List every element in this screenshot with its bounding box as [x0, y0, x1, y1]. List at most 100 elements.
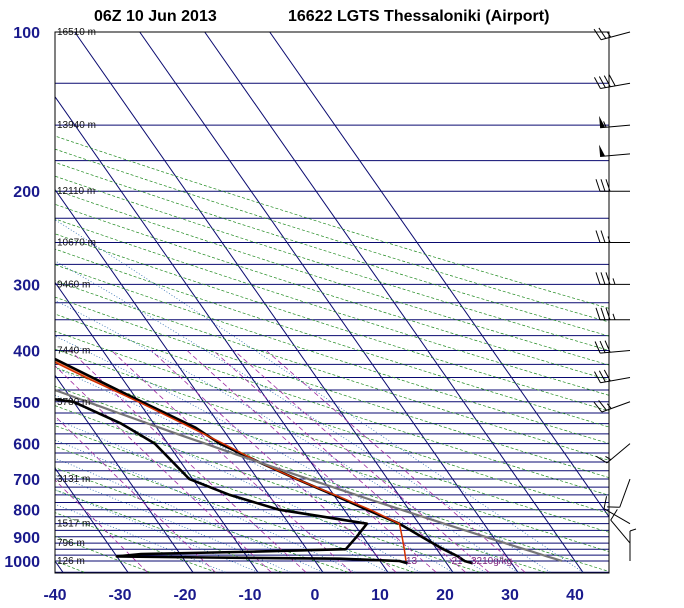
wind-barb-full	[600, 307, 606, 320]
height-label: 3131 m	[57, 474, 90, 485]
isotherm-line	[55, 374, 194, 573]
height-label: 5780 m	[57, 397, 90, 408]
wind-barb	[610, 509, 631, 544]
dry-adiabat-line	[55, 218, 609, 396]
isotherm-line	[139, 32, 519, 573]
wind-barb-staff	[603, 508, 631, 525]
pressure-tick-label: 1000	[4, 554, 40, 571]
height-label: 9460 m	[57, 279, 90, 290]
mixing-ratio-line	[70, 350, 307, 573]
mixing-ratio-line	[213, 350, 466, 573]
wind-barb-full	[593, 371, 601, 383]
moist-adiabat-line	[55, 418, 388, 573]
wind-barb	[595, 179, 630, 192]
wind-barb-full	[595, 179, 601, 192]
temperature-tick-label: 10	[371, 587, 389, 604]
temperature-tick-label: -20	[173, 587, 196, 604]
wind-barb-full	[593, 401, 603, 413]
temperature-tick-label: 20	[436, 587, 454, 604]
mixing-ratio-line	[55, 479, 148, 573]
wind-barbs	[593, 27, 637, 561]
pressure-tick-label: 600	[13, 437, 40, 454]
isotherm-line	[204, 32, 584, 573]
dry-adiabat-line	[55, 535, 151, 573]
wind-barb-full	[598, 76, 606, 88]
dry-adiabat-line	[55, 467, 348, 573]
mixing-ratio-line	[111, 350, 352, 573]
wind-barb-full	[603, 496, 608, 509]
wind-barb-half	[603, 121, 607, 128]
wind-barb-staff	[610, 519, 631, 544]
height-label: 12110 m	[57, 186, 95, 197]
wind-barb-full	[595, 272, 601, 285]
wind-barb-full	[598, 27, 607, 39]
wind-barb-full	[593, 28, 602, 41]
pressure-tick-label: 400	[13, 343, 40, 360]
moist-adiabat-line	[55, 439, 356, 573]
wind-barb	[599, 144, 631, 158]
dry-adiabat-line	[55, 189, 609, 366]
isotherm-line	[55, 467, 129, 573]
mixing-ratio-line	[186, 350, 437, 573]
pressure-tick-label: 700	[13, 472, 40, 489]
pressure-tick-label: 300	[13, 277, 40, 294]
dry-adiabat-line	[55, 148, 609, 323]
dry-adiabat-line	[55, 512, 217, 573]
dry-adiabat-line	[55, 489, 283, 573]
dry-adiabat-line	[55, 445, 414, 573]
height-label: 126 m	[57, 556, 85, 567]
pressure-tick-label: 800	[13, 503, 40, 520]
wind-barb-full	[610, 509, 618, 521]
wind-barb	[595, 307, 630, 321]
dewpoint-profile-line	[55, 398, 408, 565]
wind-barb-staff	[600, 31, 631, 41]
chart-time-label: 06Z 10 Jun 2013	[94, 8, 217, 25]
wind-barb-half	[612, 313, 616, 320]
mixing-ratio-line	[55, 415, 216, 573]
temperature-tick-label: -40	[43, 587, 66, 604]
height-label: 7440 m	[57, 345, 90, 356]
height-label: 1517 m	[57, 519, 90, 530]
wind-barb-full	[598, 400, 607, 411]
dry-adiabat-line	[55, 330, 609, 514]
isotherm-line	[55, 188, 324, 573]
chart-station-label: 16622 LGTS Thessaloniki (Airport)	[288, 8, 549, 25]
wind-barb-pennant	[599, 115, 606, 128]
temperature-profile-line	[55, 357, 473, 565]
temperature-tick-label: -30	[108, 587, 131, 604]
reference-adiabat-line	[55, 388, 563, 563]
height-label: 10670 m	[57, 238, 96, 249]
dry-adiabat-line	[55, 385, 609, 572]
isotherm-line	[55, 95, 389, 573]
wind-barb-full	[599, 340, 606, 353]
wind-barb-full	[595, 455, 608, 464]
temperature-tick-label: 40	[566, 587, 584, 604]
moist-adiabat-line	[55, 260, 551, 573]
pressure-tick-label: 500	[13, 395, 40, 412]
dry-adiabat-line	[55, 367, 609, 552]
moist-adiabat-line	[55, 489, 258, 573]
wind-barb-full	[600, 272, 606, 285]
wind-barb-full	[595, 230, 601, 243]
wind-barb	[629, 528, 637, 561]
wind-barb	[595, 443, 631, 464]
mixing-ratio-label: 21	[452, 556, 464, 567]
dry-adiabat-line	[55, 405, 546, 573]
wind-barb	[594, 340, 631, 354]
wind-barb	[599, 115, 631, 129]
mixing-ratio-label: 13	[406, 556, 418, 567]
wind-barb-full	[608, 74, 616, 87]
wind-barb-full	[598, 370, 606, 383]
wind-barb	[603, 496, 631, 525]
wind-barb-full	[594, 341, 601, 354]
wind-barb-full	[593, 77, 601, 89]
wind-barb	[607, 478, 631, 508]
plot-frame	[54, 31, 610, 574]
mixing-ratio-line	[266, 350, 526, 573]
pressure-tick-label: 200	[13, 184, 40, 201]
wind-barb	[593, 369, 631, 384]
dry-adiabat-line	[55, 203, 609, 381]
wind-barb	[593, 27, 631, 41]
wind-barb-pennant	[599, 144, 606, 157]
height-label: 13940 m	[57, 120, 96, 131]
